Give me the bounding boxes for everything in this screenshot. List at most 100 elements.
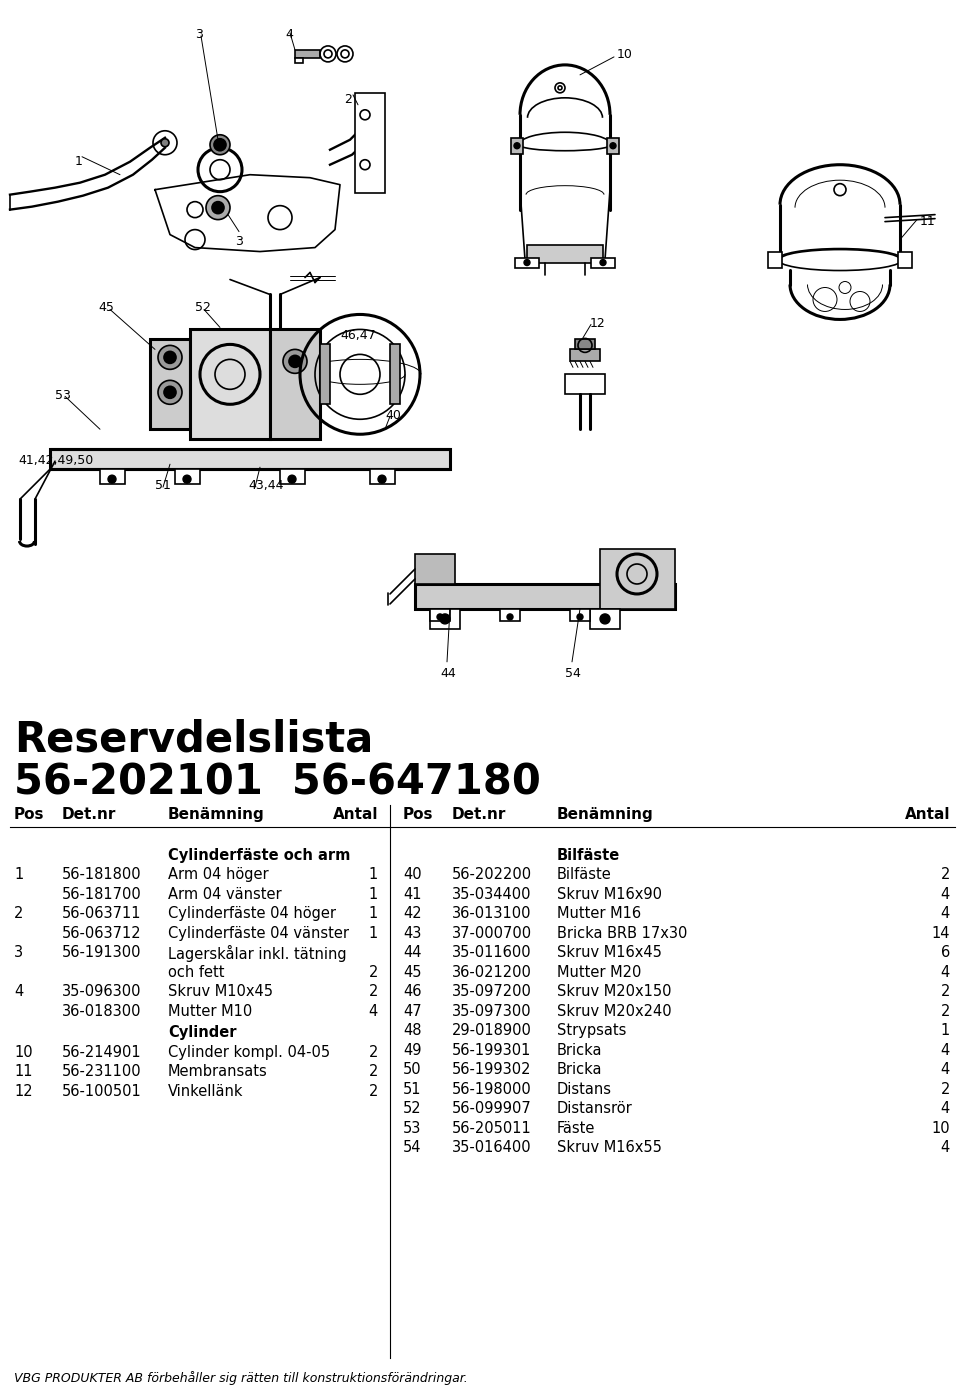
Bar xyxy=(570,609,590,620)
Bar xyxy=(590,609,620,629)
Bar xyxy=(607,137,619,154)
Circle shape xyxy=(507,613,513,620)
Text: Antal: Antal xyxy=(332,806,378,822)
Text: 4: 4 xyxy=(941,887,950,902)
Text: 47: 47 xyxy=(403,1004,421,1019)
Text: 56-063711: 56-063711 xyxy=(62,906,141,922)
Text: Antal: Antal xyxy=(904,806,950,822)
Text: Skruv M16x90: Skruv M16x90 xyxy=(557,887,662,902)
Text: 2: 2 xyxy=(344,93,352,105)
Text: 35-034400: 35-034400 xyxy=(452,887,532,902)
Text: 6: 6 xyxy=(941,945,950,960)
Circle shape xyxy=(378,475,386,483)
Text: 35-097300: 35-097300 xyxy=(452,1004,532,1019)
Text: 3: 3 xyxy=(14,945,23,960)
Bar xyxy=(570,350,600,361)
Circle shape xyxy=(283,350,307,373)
Text: Det.nr: Det.nr xyxy=(62,806,116,822)
Circle shape xyxy=(214,139,226,151)
Bar xyxy=(280,469,305,484)
Text: 52: 52 xyxy=(403,1101,421,1116)
Text: Skruv M20x150: Skruv M20x150 xyxy=(557,984,671,999)
Circle shape xyxy=(600,613,610,625)
Polygon shape xyxy=(155,175,340,251)
Text: 4: 4 xyxy=(941,1101,950,1116)
Text: 4: 4 xyxy=(369,1004,378,1019)
Text: 4: 4 xyxy=(14,984,23,999)
Circle shape xyxy=(524,260,530,265)
Text: 2: 2 xyxy=(369,1065,378,1078)
Text: Bricka BRB 17x30: Bricka BRB 17x30 xyxy=(557,926,687,941)
Text: 50: 50 xyxy=(403,1062,421,1077)
Text: 56-199302: 56-199302 xyxy=(452,1062,532,1077)
Circle shape xyxy=(164,351,176,364)
Text: Arm 04 höger: Arm 04 höger xyxy=(168,868,269,883)
Bar xyxy=(415,554,455,584)
Text: 56-202101  56-647180: 56-202101 56-647180 xyxy=(14,762,540,804)
Bar xyxy=(515,258,539,268)
Text: 10: 10 xyxy=(931,1120,950,1135)
Text: 4: 4 xyxy=(941,906,950,922)
Text: 1: 1 xyxy=(941,1023,950,1038)
Bar xyxy=(355,93,385,193)
Bar xyxy=(270,329,320,439)
Text: 42: 42 xyxy=(403,906,421,922)
Bar xyxy=(295,58,303,62)
Text: 56-214901: 56-214901 xyxy=(62,1045,142,1059)
Text: Skruv M16x45: Skruv M16x45 xyxy=(557,945,661,960)
Circle shape xyxy=(206,196,230,219)
Text: Reservdelslista: Reservdelslista xyxy=(14,719,373,761)
Circle shape xyxy=(210,135,230,154)
Text: 53: 53 xyxy=(55,389,71,403)
Text: 2: 2 xyxy=(369,965,378,980)
Circle shape xyxy=(212,201,224,214)
Text: Mutter M10: Mutter M10 xyxy=(168,1004,252,1019)
Text: 3: 3 xyxy=(195,28,203,42)
Text: 56-231100: 56-231100 xyxy=(62,1065,142,1078)
Circle shape xyxy=(288,475,296,483)
Text: 10: 10 xyxy=(617,49,633,61)
Text: 56-063712: 56-063712 xyxy=(62,926,142,941)
Bar xyxy=(370,469,395,484)
Text: 46: 46 xyxy=(403,984,421,999)
Text: Bilfäste: Bilfäste xyxy=(557,848,620,862)
Text: 3: 3 xyxy=(235,235,243,247)
Text: 2: 2 xyxy=(369,984,378,999)
Text: Skruv M20x240: Skruv M20x240 xyxy=(557,1004,672,1019)
Circle shape xyxy=(514,143,520,149)
Text: 45: 45 xyxy=(403,965,421,980)
Text: 35-016400: 35-016400 xyxy=(452,1140,532,1155)
Text: 41: 41 xyxy=(403,887,421,902)
Bar xyxy=(50,450,450,469)
Text: 49: 49 xyxy=(403,1042,421,1058)
Text: 12: 12 xyxy=(590,318,606,330)
Circle shape xyxy=(600,260,606,265)
Text: 35-011600: 35-011600 xyxy=(452,945,532,960)
Circle shape xyxy=(158,346,182,369)
Text: 36-018300: 36-018300 xyxy=(62,1004,141,1019)
Text: Fäste: Fäste xyxy=(557,1120,595,1135)
Text: Cylinderfäste och arm: Cylinderfäste och arm xyxy=(168,848,350,862)
Text: 1: 1 xyxy=(369,906,378,922)
Text: 44: 44 xyxy=(403,945,421,960)
Text: Skruv M10x45: Skruv M10x45 xyxy=(168,984,273,999)
Circle shape xyxy=(183,475,191,483)
Bar xyxy=(430,609,460,629)
Text: 11: 11 xyxy=(14,1065,33,1078)
Text: 36-013100: 36-013100 xyxy=(452,906,532,922)
Text: 51: 51 xyxy=(155,479,171,493)
Text: 4: 4 xyxy=(941,965,950,980)
Text: 41,42,49,50: 41,42,49,50 xyxy=(18,454,93,468)
Bar xyxy=(898,251,912,268)
Bar xyxy=(320,344,330,404)
Bar xyxy=(415,584,675,609)
Text: 2: 2 xyxy=(369,1084,378,1099)
Text: 44: 44 xyxy=(440,666,456,680)
Text: Benämning: Benämning xyxy=(557,806,654,822)
Text: Vinkellänk: Vinkellänk xyxy=(168,1084,244,1099)
Text: 14: 14 xyxy=(931,926,950,941)
Text: Det.nr: Det.nr xyxy=(452,806,506,822)
Circle shape xyxy=(437,613,443,620)
Text: Cylinder kompl. 04-05: Cylinder kompl. 04-05 xyxy=(168,1045,330,1059)
Text: 56-181800: 56-181800 xyxy=(62,868,142,883)
